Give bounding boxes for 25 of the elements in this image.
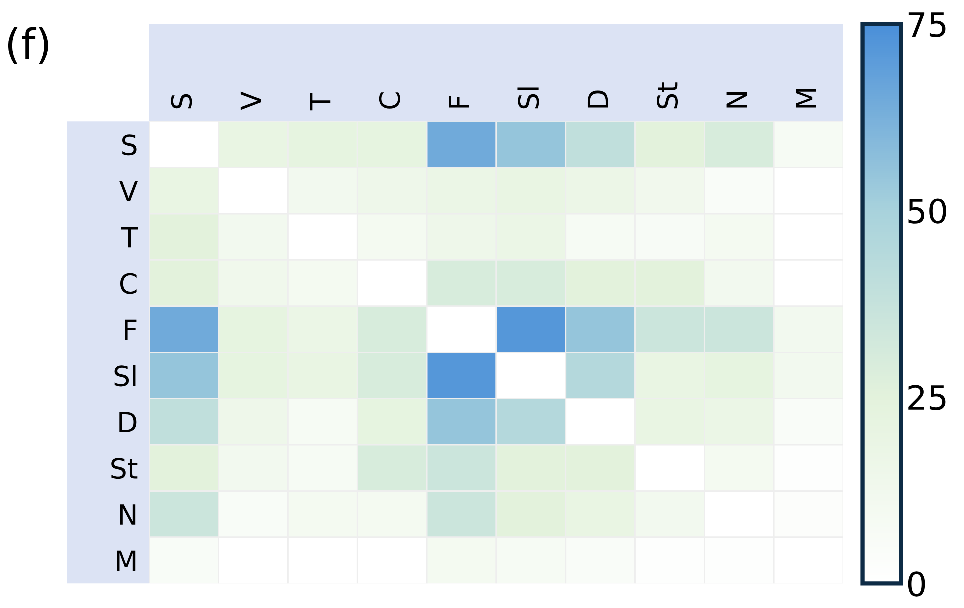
x-tick-label: N [726,92,748,108]
y-tick-label: D [120,412,137,433]
y-tick-label: N [120,504,136,525]
color-bar-label: 75 [908,12,946,38]
y-tick-label: C [120,273,137,294]
color-bar-label: 25 [908,385,946,410]
y-tick-label: F [125,320,137,340]
color-bar-label: 50 [908,198,946,224]
x-tick-label: V [240,92,262,110]
chart-title: (f) [8,27,48,65]
x-tick-label: St [657,82,678,109]
x-tick-label: D [588,90,608,108]
x-tick-label: F [449,96,470,108]
y-tick-label: T [121,227,138,248]
x-tick-label: T [310,93,331,111]
x-tick-label: M [796,89,816,108]
y-tick-label: Sl [114,365,136,387]
y-tick-label: S [122,134,137,156]
y-tick-label: St [112,458,138,480]
color-bar-label: 0 [908,572,926,597]
y-tick-label: V [120,181,138,202]
y-tick-label: M [117,550,136,572]
x-tick-label: Sl [518,88,540,109]
x-tick-label: C [379,92,400,109]
x-tick-label: S [171,94,192,109]
